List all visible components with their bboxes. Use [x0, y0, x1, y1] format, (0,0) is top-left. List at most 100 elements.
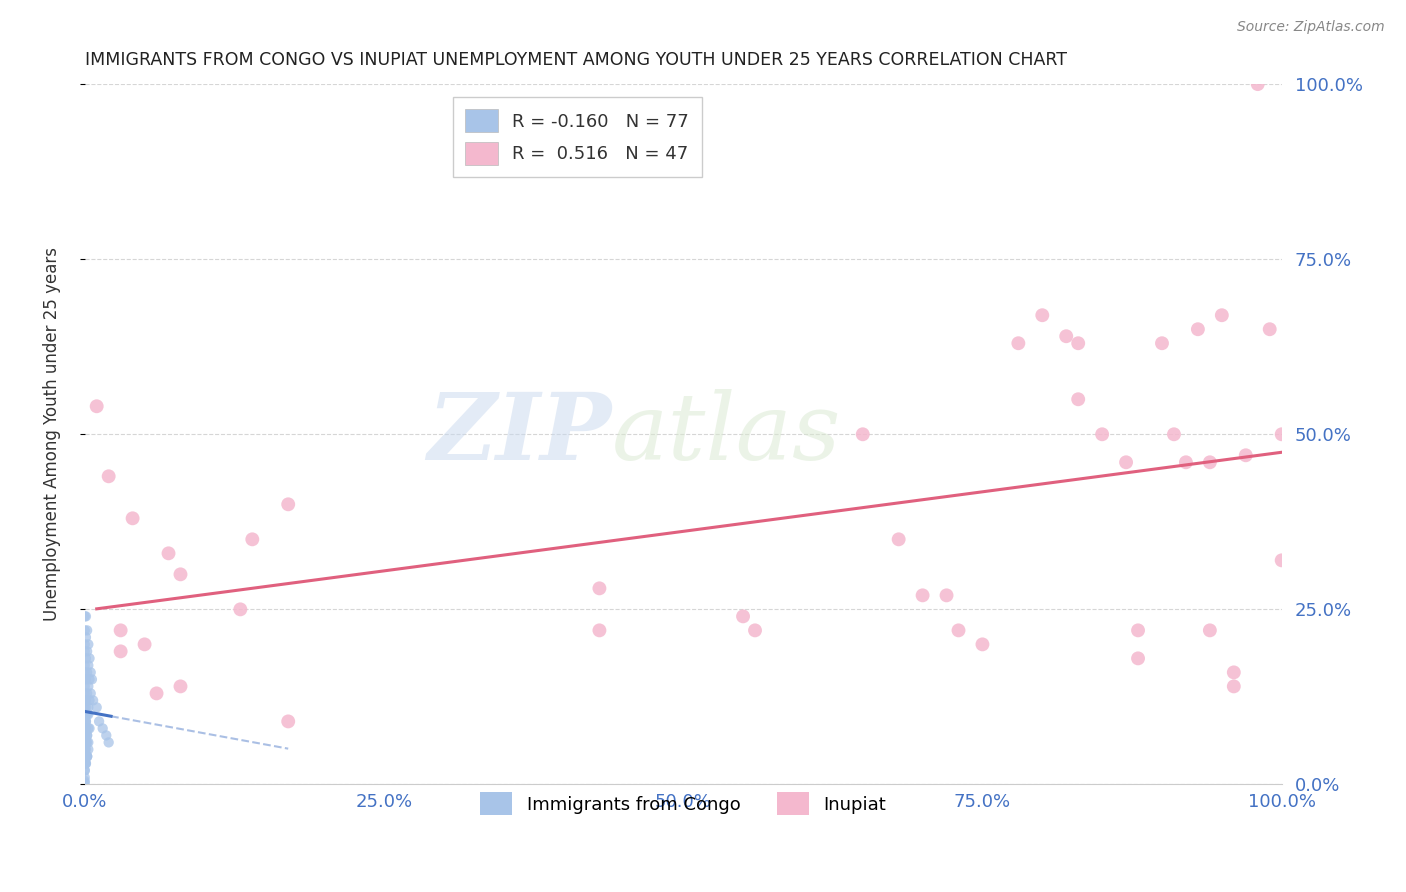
Point — [1163, 427, 1185, 442]
Point — [77, 658, 100, 673]
Point — [1211, 308, 1233, 322]
Point — [97, 735, 120, 749]
Point — [1007, 336, 1029, 351]
Point — [1234, 448, 1257, 462]
Point — [588, 624, 610, 638]
Point — [1223, 679, 1246, 693]
Point — [75, 714, 97, 729]
Point — [80, 673, 103, 687]
Text: ZIP: ZIP — [427, 389, 612, 479]
Point — [73, 749, 96, 764]
Point — [240, 533, 263, 547]
Point — [80, 665, 103, 680]
Point — [77, 679, 100, 693]
Point — [73, 693, 96, 707]
Point — [75, 722, 97, 736]
Point — [79, 651, 101, 665]
Point — [1187, 322, 1209, 336]
Point — [73, 749, 96, 764]
Point — [1054, 329, 1077, 343]
Point — [73, 764, 96, 778]
Point — [77, 707, 100, 722]
Point — [1126, 651, 1149, 665]
Point — [80, 686, 103, 700]
Point — [948, 624, 970, 638]
Point — [91, 722, 114, 736]
Point — [76, 749, 98, 764]
Point — [110, 644, 132, 658]
Point — [935, 588, 957, 602]
Point — [75, 651, 97, 665]
Point — [79, 693, 101, 707]
Point — [76, 749, 98, 764]
Text: Source: ZipAtlas.com: Source: ZipAtlas.com — [1237, 20, 1385, 34]
Point — [73, 764, 96, 778]
Point — [73, 722, 96, 736]
Point — [1223, 665, 1246, 680]
Point — [110, 624, 132, 638]
Point — [73, 714, 96, 729]
Point — [277, 497, 299, 511]
Point — [97, 469, 120, 483]
Point — [1271, 427, 1294, 442]
Point — [76, 665, 98, 680]
Point — [731, 609, 754, 624]
Point — [73, 707, 96, 722]
Point — [73, 722, 96, 736]
Point — [911, 588, 934, 602]
Point — [157, 546, 180, 560]
Point — [1199, 455, 1222, 469]
Point — [73, 673, 96, 687]
Point — [73, 693, 96, 707]
Point — [76, 624, 98, 638]
Point — [588, 582, 610, 596]
Point — [121, 511, 143, 525]
Point — [77, 700, 100, 714]
Point — [73, 644, 96, 658]
Point — [73, 742, 96, 756]
Point — [73, 742, 96, 756]
Point — [77, 722, 100, 736]
Point — [169, 679, 191, 693]
Point — [76, 707, 98, 722]
Point — [75, 742, 97, 756]
Point — [75, 707, 97, 722]
Point — [73, 756, 96, 771]
Point — [73, 756, 96, 771]
Point — [73, 773, 96, 788]
Point — [1031, 308, 1053, 322]
Point — [86, 399, 108, 413]
Point — [77, 637, 100, 651]
Point — [1258, 322, 1281, 336]
Point — [73, 679, 96, 693]
Point — [169, 567, 191, 582]
Point — [76, 644, 98, 658]
Point — [744, 624, 766, 638]
Text: IMMIGRANTS FROM CONGO VS INUPIAT UNEMPLOYMENT AMONG YOUTH UNDER 25 YEARS CORRELA: IMMIGRANTS FROM CONGO VS INUPIAT UNEMPLO… — [84, 51, 1067, 69]
Point — [1126, 624, 1149, 638]
Point — [73, 637, 96, 651]
Point — [73, 776, 96, 790]
Point — [79, 722, 101, 736]
Point — [82, 693, 104, 707]
Point — [73, 665, 96, 680]
Point — [73, 658, 96, 673]
Legend: Immigrants from Congo, Inupiat: Immigrants from Congo, Inupiat — [471, 783, 896, 824]
Point — [77, 742, 100, 756]
Point — [145, 686, 167, 700]
Point — [87, 714, 110, 729]
Point — [134, 637, 156, 651]
Point — [76, 728, 98, 742]
Point — [75, 631, 97, 645]
Point — [73, 728, 96, 742]
Point — [1067, 392, 1090, 407]
Point — [75, 673, 97, 687]
Point — [76, 735, 98, 749]
Point — [1091, 427, 1114, 442]
Point — [75, 735, 97, 749]
Point — [73, 700, 96, 714]
Point — [73, 771, 96, 785]
Point — [73, 624, 96, 638]
Point — [75, 609, 97, 624]
Point — [1199, 624, 1222, 638]
